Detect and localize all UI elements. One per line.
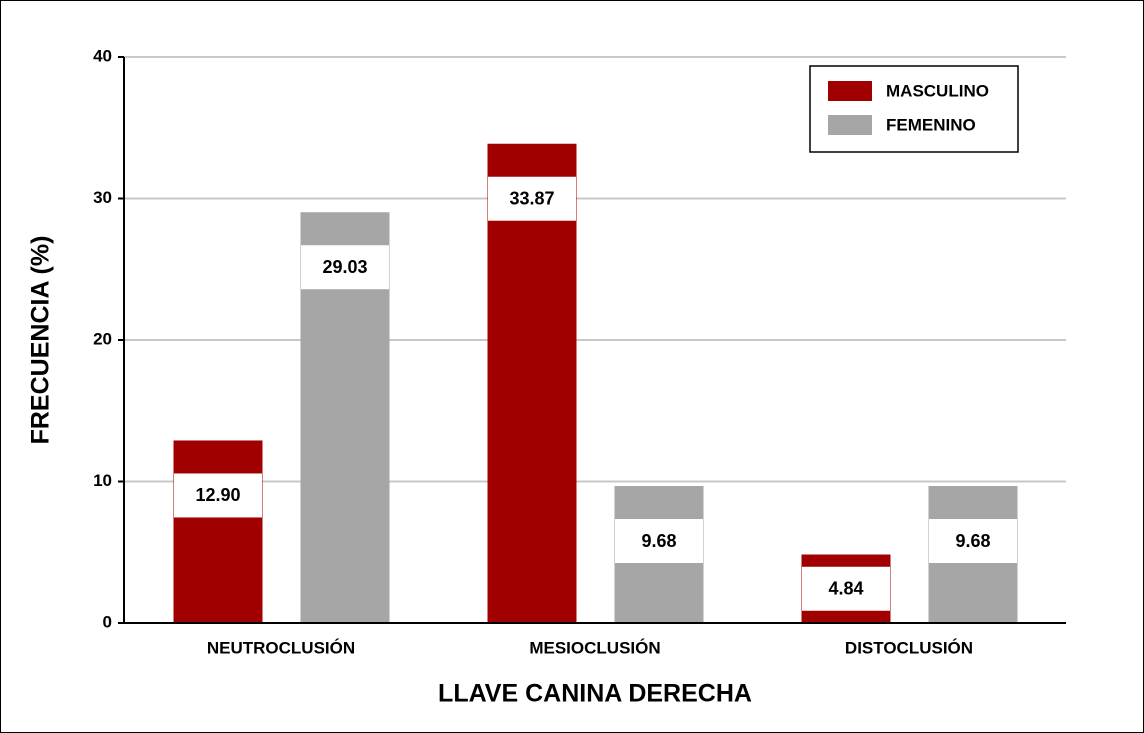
value-label: 4.84 [828, 579, 863, 599]
value-label-box [301, 245, 389, 290]
value-label: 29.03 [322, 257, 367, 277]
value-label: 12.90 [195, 485, 240, 505]
legend-swatch [828, 81, 872, 101]
bar [173, 440, 263, 623]
y-tick-label: 20 [93, 329, 112, 348]
y-tick-label: 40 [93, 46, 112, 65]
y-tick-label: 10 [93, 471, 112, 490]
x-axis-title: LLAVE CANINA DERECHA [438, 680, 752, 708]
value-label-box [615, 519, 703, 564]
value-label: 9.68 [955, 531, 990, 551]
legend-box [809, 65, 1019, 153]
legend-swatch [828, 115, 872, 135]
value-label-box [488, 176, 576, 221]
y-tick-label: 0 [103, 612, 112, 631]
bar [487, 143, 577, 623]
x-tick-label: NEUTROCLUSIÓN [207, 638, 355, 657]
value-label-box [929, 519, 1017, 564]
x-tick-label: MESIOCLUSIÓN [529, 638, 660, 657]
value-label: 33.87 [509, 188, 554, 208]
value-label-box [174, 473, 262, 518]
legend-label: FEMENINO [886, 115, 976, 134]
value-label-box [802, 566, 890, 611]
x-tick-label: DISTOCLUSIÓN [845, 638, 973, 657]
y-tick-label: 30 [93, 188, 112, 207]
legend-label: MASCULINO [886, 81, 989, 100]
y-axis-title: FRECUENCIA (%) [27, 236, 55, 445]
value-label: 9.68 [641, 531, 676, 551]
